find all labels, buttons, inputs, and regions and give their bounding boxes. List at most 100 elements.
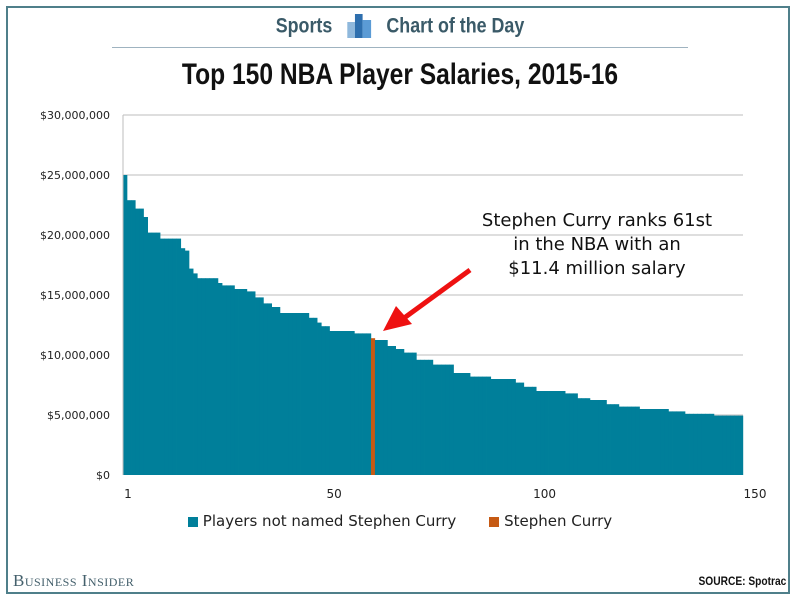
bar-player — [337, 331, 343, 475]
bar-player — [569, 393, 574, 475]
bar-player — [639, 409, 644, 475]
bar-player — [656, 409, 661, 475]
bar-player — [292, 313, 297, 475]
bar-player — [552, 391, 558, 475]
chart-title: Top 150 NBA Player Salaries, 2015-16 — [181, 58, 619, 91]
bar-player — [726, 415, 731, 475]
bar-player — [432, 364, 438, 475]
bar-player — [697, 413, 702, 475]
bar-player — [122, 175, 128, 475]
bar-player — [387, 346, 392, 475]
bar-player — [341, 331, 347, 475]
header: Sports Chart of the Day — [60, 14, 740, 39]
bar-player — [664, 409, 669, 475]
bar-player — [494, 379, 500, 475]
bar-player — [226, 285, 231, 475]
bar-player — [718, 415, 723, 475]
bar-player — [536, 391, 541, 475]
bar-player — [519, 382, 525, 475]
bar-player — [205, 278, 210, 475]
bar-player — [532, 386, 537, 475]
bar-player — [188, 268, 194, 475]
bar-player — [379, 340, 384, 475]
bar-player — [143, 217, 148, 475]
bar-player — [684, 413, 690, 475]
bar-player — [709, 413, 715, 475]
bar-player — [511, 379, 516, 475]
bar-player — [333, 331, 339, 475]
bar-player — [383, 340, 388, 475]
bar-player — [263, 303, 268, 475]
legend-swatch-curry — [489, 516, 500, 527]
bar-player — [701, 413, 706, 475]
bar-player — [304, 313, 310, 475]
y-tick-label: $10,000,000 — [40, 349, 110, 362]
bar-player — [362, 333, 368, 475]
legend-swatch-players — [187, 516, 198, 527]
bar-player — [478, 376, 483, 475]
bar-player — [738, 415, 744, 475]
y-tick-label: $25,000,000 — [40, 169, 110, 182]
bar-player — [416, 359, 421, 475]
bar-player — [325, 326, 330, 475]
bar-player — [317, 322, 322, 475]
chart-of-the-day-label: Chart of the Day — [386, 14, 525, 38]
bar-player — [139, 208, 144, 475]
bar-player — [242, 289, 248, 475]
bar-player — [366, 333, 372, 475]
x-tick-label: 1 — [124, 487, 132, 501]
bar-player — [354, 333, 359, 475]
bar-player — [147, 232, 153, 475]
bar-player — [184, 250, 190, 475]
bar-player — [453, 373, 458, 475]
bar-player — [403, 352, 409, 475]
bar-player — [308, 317, 314, 475]
bar-player — [689, 413, 694, 475]
bar-player — [565, 393, 570, 475]
bar-player — [693, 413, 698, 475]
bar-player — [515, 382, 520, 475]
legend-label-players: Players not named Stephen Curry — [202, 512, 457, 530]
bar-player — [498, 379, 504, 475]
bar-player — [573, 393, 578, 475]
bar-player — [250, 291, 256, 475]
legend: Players not named Stephen Curry Stephen … — [0, 512, 800, 530]
annotation-arrow-head-icon — [383, 306, 412, 331]
bar-player — [300, 313, 306, 475]
bar-player — [581, 398, 587, 475]
bar-player — [420, 359, 425, 475]
header-divider — [112, 47, 688, 48]
bar-player — [168, 238, 173, 475]
bar-player — [217, 283, 223, 475]
bar-player — [230, 285, 235, 475]
bar-player — [556, 391, 562, 475]
bar-chart-logo-icon — [347, 14, 372, 39]
bar-player — [660, 409, 665, 475]
bar-player — [201, 278, 206, 475]
bar-player — [527, 386, 533, 475]
bar-player — [160, 238, 165, 475]
bar-player — [445, 364, 450, 475]
bar-player — [602, 400, 607, 475]
bar-player — [544, 391, 549, 475]
source-label: SOURCE: Spotrac — [698, 574, 786, 588]
bar-player — [164, 238, 169, 475]
bar-player — [255, 297, 260, 475]
bar-player — [358, 333, 363, 475]
bar-player — [234, 289, 239, 475]
bar-player — [585, 398, 591, 475]
bar-player — [618, 406, 624, 475]
bar-player — [209, 278, 215, 475]
bar-player — [474, 376, 479, 475]
bar-player — [598, 400, 603, 475]
bar-stephen-curry — [371, 338, 376, 475]
bar-player — [548, 391, 554, 475]
bar-player — [614, 404, 620, 475]
bar-player — [470, 376, 475, 475]
y-tick-label: $0 — [96, 469, 110, 482]
bar-player — [193, 273, 198, 475]
bar-player — [350, 331, 355, 475]
bar-player — [126, 200, 132, 475]
bar-player — [647, 409, 653, 475]
bar-player — [631, 406, 636, 475]
